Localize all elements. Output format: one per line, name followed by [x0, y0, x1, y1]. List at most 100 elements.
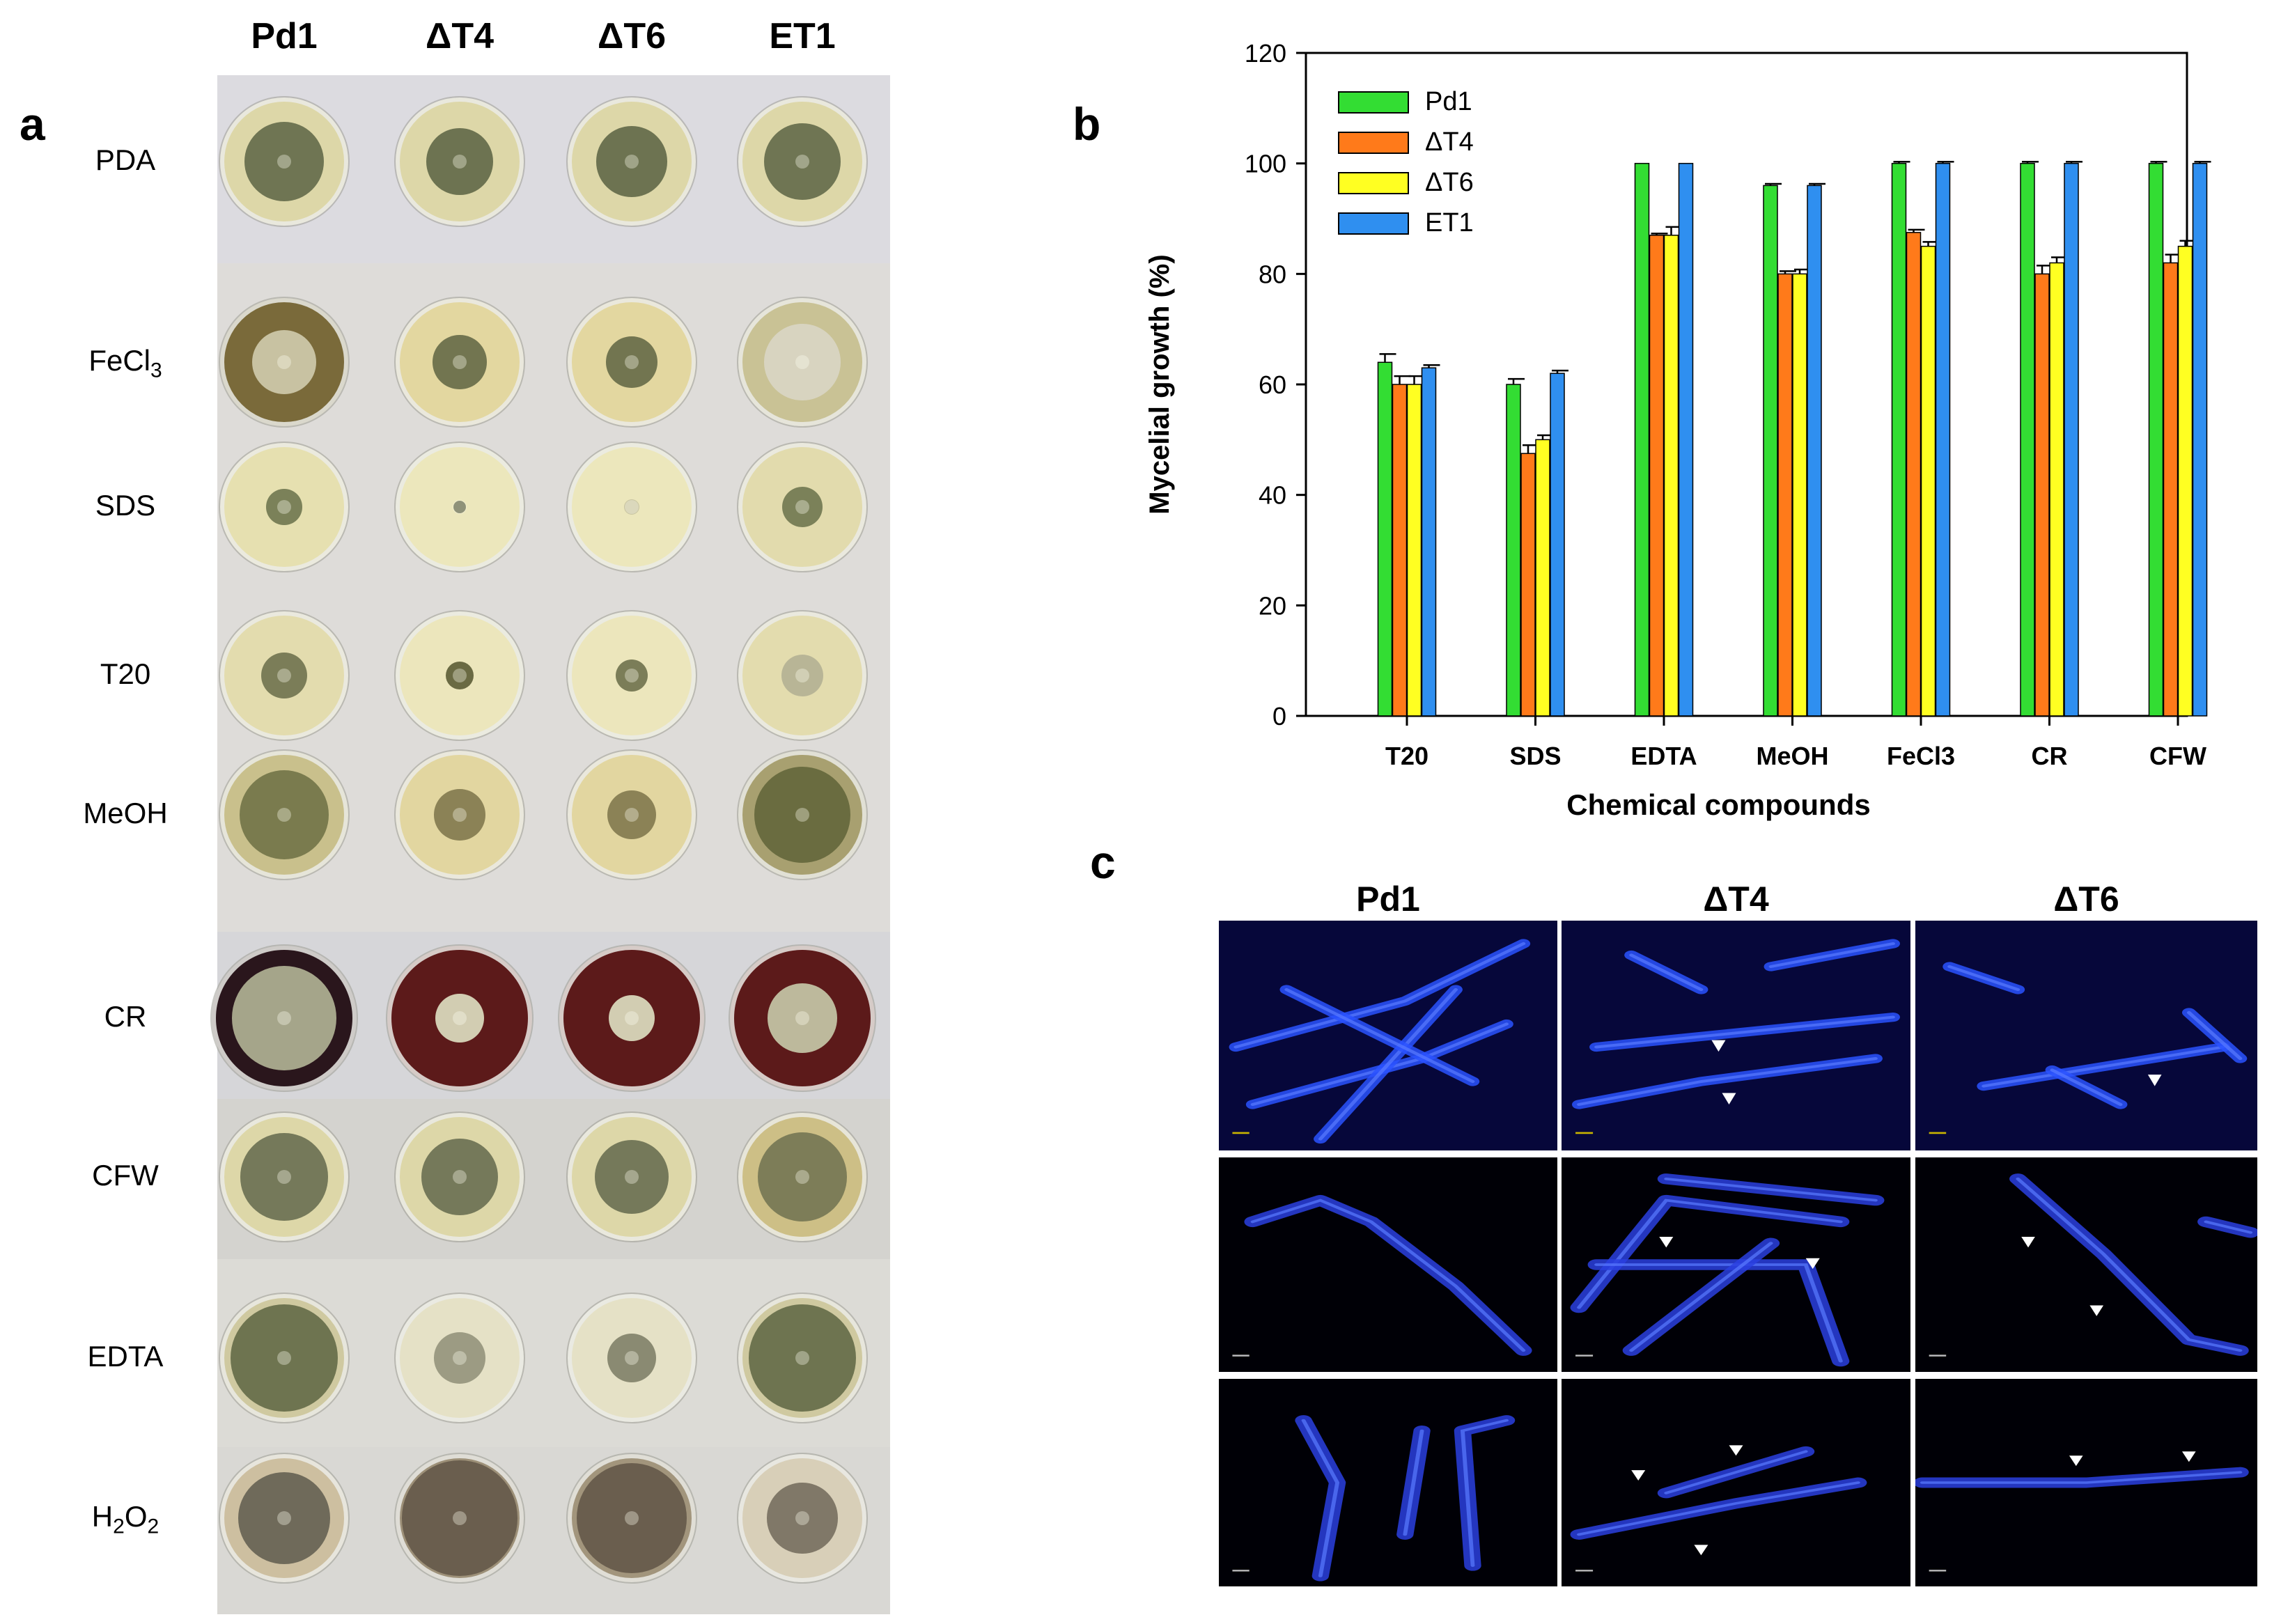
colony-center	[277, 1170, 291, 1184]
fungal-colony	[434, 1332, 485, 1384]
petri-plate-r0-c1	[396, 97, 524, 226]
x-tick-label: SDS	[1509, 742, 1561, 770]
petri-plate-r8-c1	[396, 1454, 524, 1582]
column-header-0: Pd1	[251, 16, 318, 56]
hypha-highlight	[1664, 1450, 1808, 1494]
bar-ΔT6-CR	[2049, 262, 2064, 717]
x-tick-label: T20	[1385, 742, 1428, 770]
micrograph-r1-c2	[1914, 1156, 2259, 1373]
fungal-colony	[623, 499, 640, 515]
petri-plate-r5-c0	[212, 946, 357, 1091]
colony-center	[625, 500, 639, 514]
fungal-colony	[244, 121, 325, 202]
row-label-8: H2O2	[91, 1500, 159, 1538]
bar-Pd1-MeOH	[1763, 185, 1778, 717]
bar-ΔT4-SDS	[1520, 453, 1536, 717]
y-tick-label: 20	[1259, 591, 1286, 620]
micro-column-header-1: ΔT4	[1703, 880, 1769, 919]
petri-plate-r0-c2	[568, 97, 696, 226]
hypha-highlight	[1403, 1429, 1424, 1536]
bar-Pd1-T20	[1377, 361, 1393, 717]
colony-center	[625, 1511, 639, 1525]
petri-plate-r6-c0	[220, 1113, 348, 1241]
panel-a-letter: a	[20, 98, 45, 150]
micro-column-header-0: Pd1	[1356, 880, 1420, 919]
micrograph-r1-c0	[1217, 1156, 1559, 1373]
petri-plate-r5-c3	[730, 946, 875, 1091]
micrograph-r0-c0	[1217, 919, 1559, 1152]
hypha-highlight	[2050, 1068, 2123, 1106]
bar-Pd1-CR	[2020, 162, 2035, 717]
fungal-colony	[230, 1304, 338, 1412]
scale-bar	[1575, 1354, 1594, 1357]
bar-ΔT4-T20	[1392, 384, 1408, 717]
column-header-3: ET1	[769, 16, 836, 56]
petri-plate-r6-c2	[568, 1113, 696, 1241]
micrograph-r0-c1	[1560, 919, 1912, 1152]
hypha-highlight	[1629, 1242, 1773, 1352]
hypha-highlight	[1284, 988, 1475, 1083]
bar-ET1-FeCl3	[1935, 162, 1951, 717]
column-header-2: ΔT6	[597, 16, 667, 56]
petri-plate-r4-c2	[568, 751, 696, 879]
bar-ΔT6-MeOH	[1792, 273, 1807, 717]
colony-center	[277, 1011, 291, 1025]
scale-bar	[1232, 1132, 1250, 1134]
fungal-colony	[421, 1138, 499, 1216]
arrowhead-marker	[2021, 1236, 2035, 1248]
hyphae-drawing	[1572, 939, 1900, 1134]
colony-center	[625, 808, 639, 822]
fungal-colony	[266, 489, 302, 525]
arrowhead-marker	[2089, 1305, 2104, 1316]
fungal-colony	[594, 1139, 669, 1215]
petri-plate-r1-c3	[738, 298, 866, 426]
bar-ΔT4-EDTA	[1649, 235, 1665, 717]
hypha-highlight	[1947, 965, 2021, 991]
hyphae-drawing	[1232, 1415, 1516, 1582]
petri-plate-r2-c2	[568, 443, 696, 571]
hypha-highlight	[1594, 1263, 1843, 1363]
hypha-highlight	[1664, 1177, 1878, 1202]
hypha-highlight	[1577, 1057, 1878, 1106]
x-tick-label: CR	[2032, 742, 2068, 770]
legend-swatch-2	[1338, 172, 1409, 194]
micrograph-r0-c2	[1914, 919, 2259, 1152]
chart-axes: 0 20 40 60 80 100 120 Mycelial growth (%) Chemic…	[1144, 39, 2206, 821]
fungal-colony	[606, 336, 657, 388]
petri-plate-r1-c1	[396, 298, 524, 426]
fungal-colony	[260, 652, 308, 699]
hypha-highlight	[1577, 1481, 1860, 1536]
bar-ET1-CR	[2064, 162, 2079, 717]
petri-plate-r5-c1	[387, 946, 532, 1091]
legend-swatch-0	[1338, 91, 1409, 114]
panel-b-letter: b	[1073, 98, 1101, 150]
colony-center	[277, 1511, 291, 1525]
petri-plate-r0-c3	[738, 97, 866, 226]
fungal-colony	[445, 661, 474, 690]
scale-bar	[1929, 1354, 1947, 1357]
hypha-highlight	[1920, 1471, 2243, 1484]
colony-center	[795, 669, 809, 682]
bar-ΔT6-EDTA	[1663, 235, 1679, 717]
colony-center	[277, 1351, 291, 1365]
scale-bar	[1232, 1354, 1250, 1357]
petri-plate-r2-c0	[220, 443, 348, 571]
micrograph-r2-c1	[1560, 1377, 1912, 1588]
fungal-colony	[435, 993, 485, 1043]
fungal-colony	[616, 659, 648, 692]
petri-plate-r1-c0	[220, 298, 348, 426]
petri-plate-r7-c3	[738, 1294, 866, 1422]
scale-bar	[1575, 1570, 1594, 1572]
bar-ΔT6-CFW	[2177, 245, 2193, 717]
fungal-colony	[763, 123, 841, 201]
hyphae-drawing	[1570, 1445, 1867, 1572]
fungal-colony	[239, 770, 329, 860]
hypha-highlight	[1318, 988, 1458, 1141]
colony-center	[277, 155, 291, 169]
x-tick-label: FeCl3	[1887, 742, 1955, 770]
arrowhead-marker	[1711, 1040, 1726, 1052]
fungal-colony	[232, 966, 336, 1070]
row-label-0: PDA	[95, 143, 156, 176]
hypha	[1295, 1415, 1346, 1582]
y-tick-label: 100	[1245, 150, 1286, 178]
